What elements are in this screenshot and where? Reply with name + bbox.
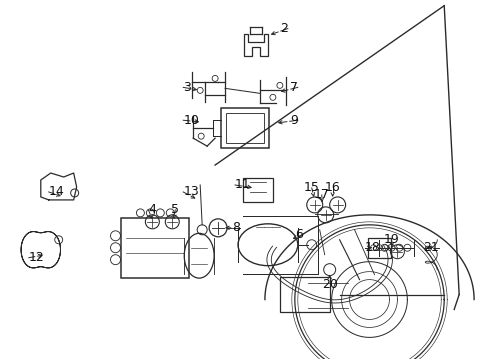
Text: 7: 7 xyxy=(289,81,297,94)
Text: 13: 13 xyxy=(183,185,199,198)
Text: 15: 15 xyxy=(303,181,319,194)
Text: 5: 5 xyxy=(171,203,179,216)
Text: 9: 9 xyxy=(289,114,297,127)
Text: 10: 10 xyxy=(183,114,199,127)
Text: 19: 19 xyxy=(383,233,399,246)
Text: 16: 16 xyxy=(324,181,340,194)
Bar xyxy=(221,108,268,148)
Bar xyxy=(279,277,329,312)
Bar xyxy=(225,113,264,143)
Text: 2: 2 xyxy=(280,22,287,35)
Bar xyxy=(367,238,390,258)
Text: 6: 6 xyxy=(294,228,302,241)
Text: 8: 8 xyxy=(231,221,240,234)
Text: 20: 20 xyxy=(321,278,337,291)
Text: 18: 18 xyxy=(364,241,380,254)
Text: 12: 12 xyxy=(29,251,44,264)
Text: 21: 21 xyxy=(423,241,438,254)
Text: 4: 4 xyxy=(148,203,156,216)
Text: 17: 17 xyxy=(313,188,329,202)
Bar xyxy=(121,218,189,278)
Text: 11: 11 xyxy=(235,179,250,192)
Bar xyxy=(243,177,272,202)
Text: 14: 14 xyxy=(49,185,64,198)
Text: 3: 3 xyxy=(183,81,191,94)
